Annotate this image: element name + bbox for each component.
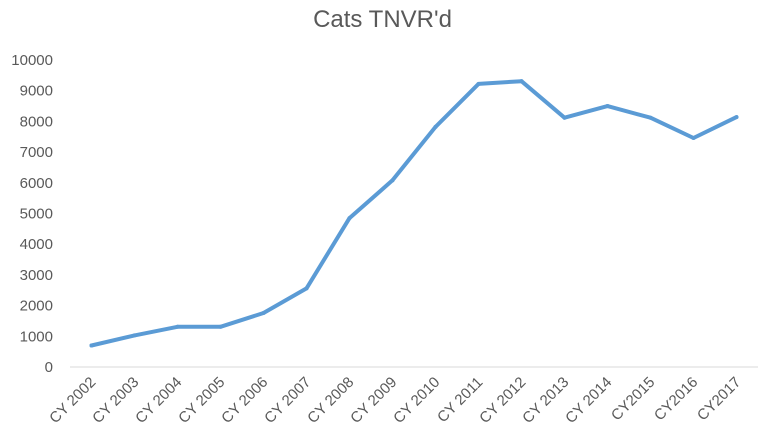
y-tick-label: 0 <box>45 359 53 376</box>
data-point <box>734 115 739 120</box>
data-point <box>648 115 653 120</box>
series-group <box>89 79 739 348</box>
data-point <box>261 310 266 315</box>
y-tick-label: 4000 <box>20 236 53 253</box>
x-tick-label: CY 2013 <box>519 374 572 427</box>
data-point <box>175 324 180 329</box>
y-tick-label: 1000 <box>20 328 53 345</box>
x-tick-label: CY 2009 <box>347 374 400 427</box>
x-tick-label: CY 2005 <box>175 374 228 427</box>
x-tick-label: CY 2002 <box>46 374 99 427</box>
x-tick-label: CY 2004 <box>132 374 185 427</box>
y-tick-label: 5000 <box>20 206 53 223</box>
data-point <box>519 79 524 84</box>
data-point <box>89 343 94 348</box>
data-point <box>476 81 481 86</box>
data-point <box>304 286 309 291</box>
y-tick-label: 8000 <box>20 113 53 130</box>
y-tick-label: 10000 <box>11 52 53 69</box>
y-tick-label: 7000 <box>20 144 53 161</box>
data-point <box>132 333 137 338</box>
x-tick-label: CY 2008 <box>304 374 357 427</box>
series-line <box>89 79 739 348</box>
x-tick-label: CY 2012 <box>476 374 529 427</box>
y-axis: 0 1000 2000 3000 4000 5000 6000 7000 8000 9000 100… <box>11 52 53 376</box>
chart-title: Cats TNVR'd <box>313 6 452 33</box>
x-tick-label: CY 2007 <box>261 374 314 427</box>
x-tick-label: CY 2006 <box>218 374 271 427</box>
data-point <box>347 216 352 221</box>
x-tick-label: CY2017 <box>694 374 744 424</box>
x-tick-label: CY2015 <box>608 374 658 424</box>
data-point <box>218 324 223 329</box>
data-point <box>691 135 696 140</box>
data-point <box>433 124 438 129</box>
y-tick-label: 3000 <box>20 267 53 284</box>
y-tick-label: 2000 <box>20 298 53 315</box>
x-tick-label: CY2016 <box>651 374 701 424</box>
y-tick-label: 6000 <box>20 175 53 192</box>
data-point <box>605 104 610 109</box>
x-tick-label: CY 2003 <box>89 374 142 427</box>
data-point <box>390 178 395 183</box>
x-tick-label: CY 2010 <box>390 374 443 427</box>
y-tick-label: 9000 <box>20 83 53 100</box>
data-point <box>562 115 567 120</box>
x-tick-label: CY 2014 <box>562 374 615 427</box>
